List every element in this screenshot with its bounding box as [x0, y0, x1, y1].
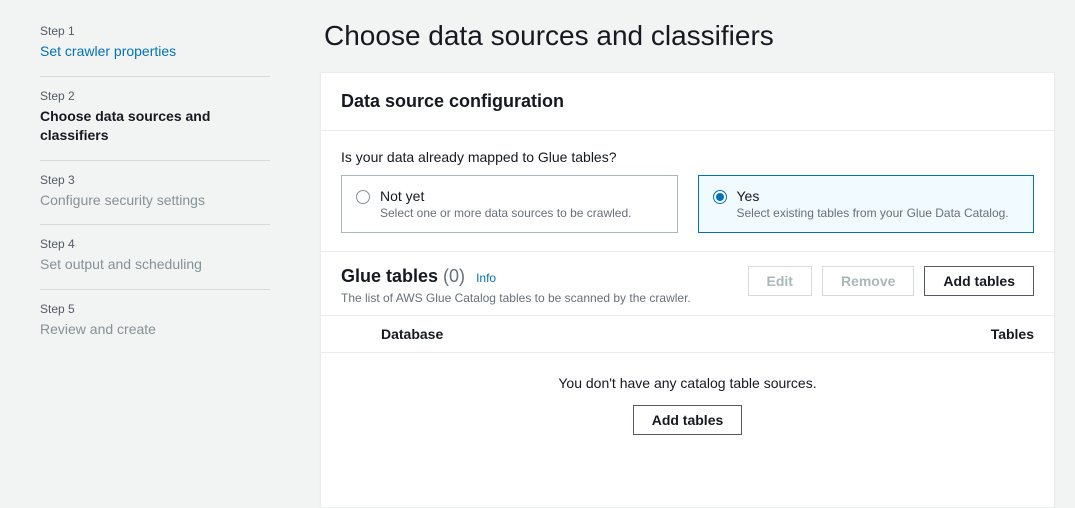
radio-group: Not yet Select one or more data sources … [341, 175, 1034, 233]
radio-label: Yes [737, 188, 1009, 204]
step-number: Step 5 [40, 302, 270, 316]
step-2: Step 2 Choose data sources and classifie… [40, 77, 270, 161]
radio-option-yes[interactable]: Yes Select existing tables from your Glu… [698, 175, 1035, 233]
radio-icon [713, 190, 727, 204]
horizontal-scrollbar[interactable] [321, 453, 1054, 454]
edit-button: Edit [748, 266, 812, 296]
wizard-steps-nav: Step 1 Set crawler properties Step 2 Cho… [0, 0, 300, 508]
remove-button: Remove [822, 266, 914, 296]
section-heading: Data source configuration [341, 91, 1034, 112]
main-content: Choose data sources and classifiers Data… [300, 0, 1075, 508]
glue-tables-title: Glue tables [341, 266, 438, 286]
empty-state: You don't have any catalog table sources… [321, 353, 1054, 453]
glue-tables-count: (0) [443, 266, 465, 286]
mapping-question: Is your data already mapped to Glue tabl… [341, 149, 1034, 165]
step-4: Step 4 Set output and scheduling [40, 225, 270, 290]
glue-tables-section-header: Glue tables (0) Info The list of AWS Glu… [321, 252, 1054, 315]
mapping-question-section: Is your data already mapped to Glue tabl… [321, 131, 1054, 252]
step-title-link[interactable]: Set crawler properties [40, 42, 270, 62]
add-tables-button[interactable]: Add tables [924, 266, 1034, 296]
table-actions: Edit Remove Add tables [748, 266, 1035, 296]
glue-tables-subtitle: The list of AWS Glue Catalog tables to b… [341, 291, 691, 305]
step-1[interactable]: Step 1 Set crawler properties [40, 24, 270, 77]
radio-desc: Select existing tables from your Glue Da… [737, 206, 1009, 220]
page-title: Choose data sources and classifiers [320, 20, 1055, 52]
column-database: Database [381, 326, 954, 342]
step-title-future: Set output and scheduling [40, 255, 270, 275]
step-3: Step 3 Configure security settings [40, 161, 270, 226]
info-link[interactable]: Info [476, 271, 496, 285]
radio-desc: Select one or more data sources to be cr… [380, 206, 631, 220]
step-number: Step 1 [40, 24, 270, 38]
add-tables-empty-button[interactable]: Add tables [633, 405, 743, 435]
step-number: Step 2 [40, 89, 270, 103]
step-title-active: Choose data sources and classifiers [40, 107, 270, 146]
radio-icon [356, 190, 370, 204]
radio-option-not-yet[interactable]: Not yet Select one or more data sources … [341, 175, 678, 233]
empty-message: You don't have any catalog table sources… [321, 375, 1054, 391]
step-number: Step 4 [40, 237, 270, 251]
section-header: Data source configuration [321, 73, 1054, 131]
step-number: Step 3 [40, 173, 270, 187]
step-title-future: Configure security settings [40, 191, 270, 211]
column-tables: Tables [954, 326, 1034, 342]
radio-label: Not yet [380, 188, 631, 204]
config-panel: Data source configuration Is your data a… [320, 72, 1055, 508]
step-title-future: Review and create [40, 320, 270, 340]
step-5: Step 5 Review and create [40, 290, 270, 354]
table-column-headers: Database Tables [321, 315, 1054, 353]
